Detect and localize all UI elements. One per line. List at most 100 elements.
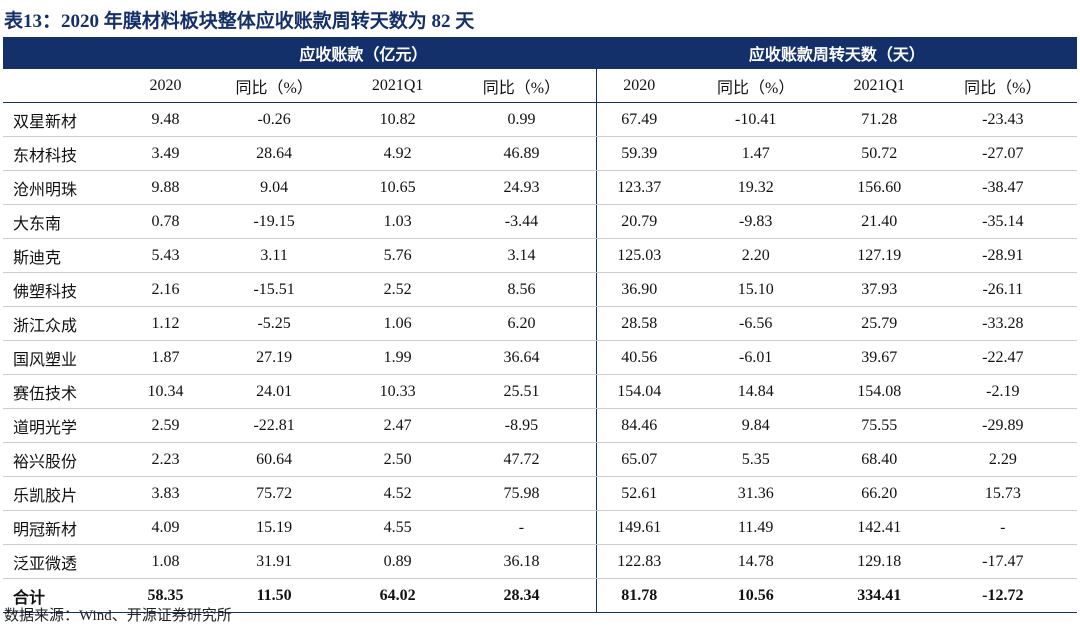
cell: 50.72 — [829, 136, 929, 171]
cell: 71.28 — [829, 102, 929, 137]
cell: 8.56 — [447, 272, 597, 307]
cell: 1.03 — [348, 204, 448, 239]
cell: 59.39 — [595, 136, 682, 171]
cell: 58.35 — [131, 578, 200, 613]
data-row: 沧州明珠 9.88 9.04 10.65 24.93 123.37 19.32 156.60-… — [3, 170, 1077, 205]
data-row: 双星新材 9.48 -0.26 10.82 0.99 67.49 -10.41 71.28 -2… — [3, 102, 1077, 137]
cell: 9.04 — [200, 170, 349, 205]
column-header: 2020 — [595, 69, 682, 103]
cell: -28.91 — [928, 238, 1077, 273]
cell: -8.95 — [447, 408, 597, 443]
cell: -3.44 — [447, 204, 597, 239]
cell: 122.83 — [595, 544, 682, 579]
cell: 4.55 — [348, 510, 448, 545]
row-name: 明冠新材 — [3, 510, 131, 545]
cell: 24.01 — [200, 374, 349, 409]
cell: 36.90 — [595, 272, 682, 307]
cell: 36.18 — [447, 544, 597, 579]
cell: 1.12 — [131, 306, 200, 341]
group-header: 应收账款（亿元） — [131, 37, 597, 69]
cell: 1.47 — [681, 136, 830, 171]
cell: 142.41 — [829, 510, 929, 545]
cell: 14.78 — [681, 544, 830, 579]
column-header: 2021Q1 — [829, 69, 929, 103]
cell: 19.32 — [681, 170, 830, 205]
cell: 75.98 — [447, 476, 597, 511]
source-note: 数据来源：Wind、开源证券研究所 — [4, 608, 232, 624]
cell: 10.56 — [681, 578, 830, 613]
cell: 2.52 — [348, 272, 448, 307]
cell: 25.51 — [447, 374, 597, 409]
column-header: 2020 — [131, 69, 200, 103]
cell: 37.93 — [829, 272, 929, 307]
cell: -6.56 — [681, 306, 830, 341]
cell: 28.64 — [200, 136, 349, 171]
cell: 0.89 — [348, 544, 448, 579]
cell: 2.47 — [348, 408, 448, 443]
cell: 5.76 — [348, 238, 448, 273]
cell: 2.23 — [131, 442, 200, 477]
cell: 75.55 — [829, 408, 929, 443]
data-row: 泛亚微透 1.08 31.91 0.89 36.18 122.83 14.78 129.18-… — [3, 544, 1077, 579]
cell: 9.88 — [131, 170, 200, 205]
row-name: 沧州明珠 — [3, 170, 131, 205]
cell: 2.20 — [681, 238, 830, 273]
cell: 154.04 — [595, 374, 682, 409]
cell: 75.72 — [200, 476, 349, 511]
cell: 65.07 — [595, 442, 682, 477]
cell: 5.43 — [131, 238, 200, 273]
cell: 3.83 — [131, 476, 200, 511]
cell: 9.48 — [131, 102, 200, 137]
cell: 4.52 — [348, 476, 448, 511]
cell: 11.49 — [681, 510, 830, 545]
header-cell — [3, 69, 131, 103]
row-name: 乐凯胶片 — [3, 476, 131, 511]
cell: 154.08 — [829, 374, 929, 409]
cell: 27.19 — [200, 340, 349, 375]
cell: 40.56 — [595, 340, 682, 375]
cell: 15.10 — [681, 272, 830, 307]
cell: 6.20 — [447, 306, 597, 341]
cell: - — [447, 510, 597, 545]
cell: 15.19 — [200, 510, 349, 545]
cell: 10.65 — [348, 170, 448, 205]
cell: 47.72 — [447, 442, 597, 477]
cell: 2.16 — [131, 272, 200, 307]
cell: 67.49 — [595, 102, 682, 137]
row-name: 赛伍技术 — [3, 374, 131, 409]
cell: -26.11 — [928, 272, 1077, 307]
row-name: 东材科技 — [3, 136, 131, 171]
cell: 9.84 — [681, 408, 830, 443]
cell: 10.33 — [348, 374, 448, 409]
cell: 10.82 — [348, 102, 448, 137]
row-name: 斯迪克 — [3, 238, 131, 273]
cell: -38.47 — [928, 170, 1077, 205]
cell: -22.47 — [928, 340, 1077, 375]
cell: 60.64 — [200, 442, 349, 477]
cell: -2.19 — [928, 374, 1077, 409]
cell: -5.25 — [200, 306, 349, 341]
row-name: 大东南 — [3, 204, 131, 239]
row-name: 裕兴股份 — [3, 442, 131, 477]
column-header: 2021Q1 — [348, 69, 448, 103]
cell: 28.34 — [447, 578, 597, 613]
column-header: 同比（%） — [200, 69, 349, 103]
cell: 4.92 — [348, 136, 448, 171]
cell: -12.72 — [928, 578, 1077, 613]
cell: 64.02 — [348, 578, 448, 613]
cell: 2.59 — [131, 408, 200, 443]
cell: 81.78 — [595, 578, 682, 613]
group-header: 应收账款周转天数（天） — [595, 37, 1077, 69]
cell: -35.14 — [928, 204, 1077, 239]
cell: - — [928, 510, 1077, 545]
data-row: 赛伍技术 10.34 24.01 10.33 25.51 154.04 14.84 154.0… — [3, 374, 1077, 409]
cell: 28.58 — [595, 306, 682, 341]
row-name: 泛亚微透 — [3, 544, 131, 579]
table-title: 表13：2020 年膜材料板块整体应收账款周转天数为 82 天 — [4, 11, 475, 32]
cell: 39.67 — [829, 340, 929, 375]
cell: 5.35 — [681, 442, 830, 477]
cell: 3.14 — [447, 238, 597, 273]
cell: 1.99 — [348, 340, 448, 375]
cell: 3.49 — [131, 136, 200, 171]
cell: -9.83 — [681, 204, 830, 239]
